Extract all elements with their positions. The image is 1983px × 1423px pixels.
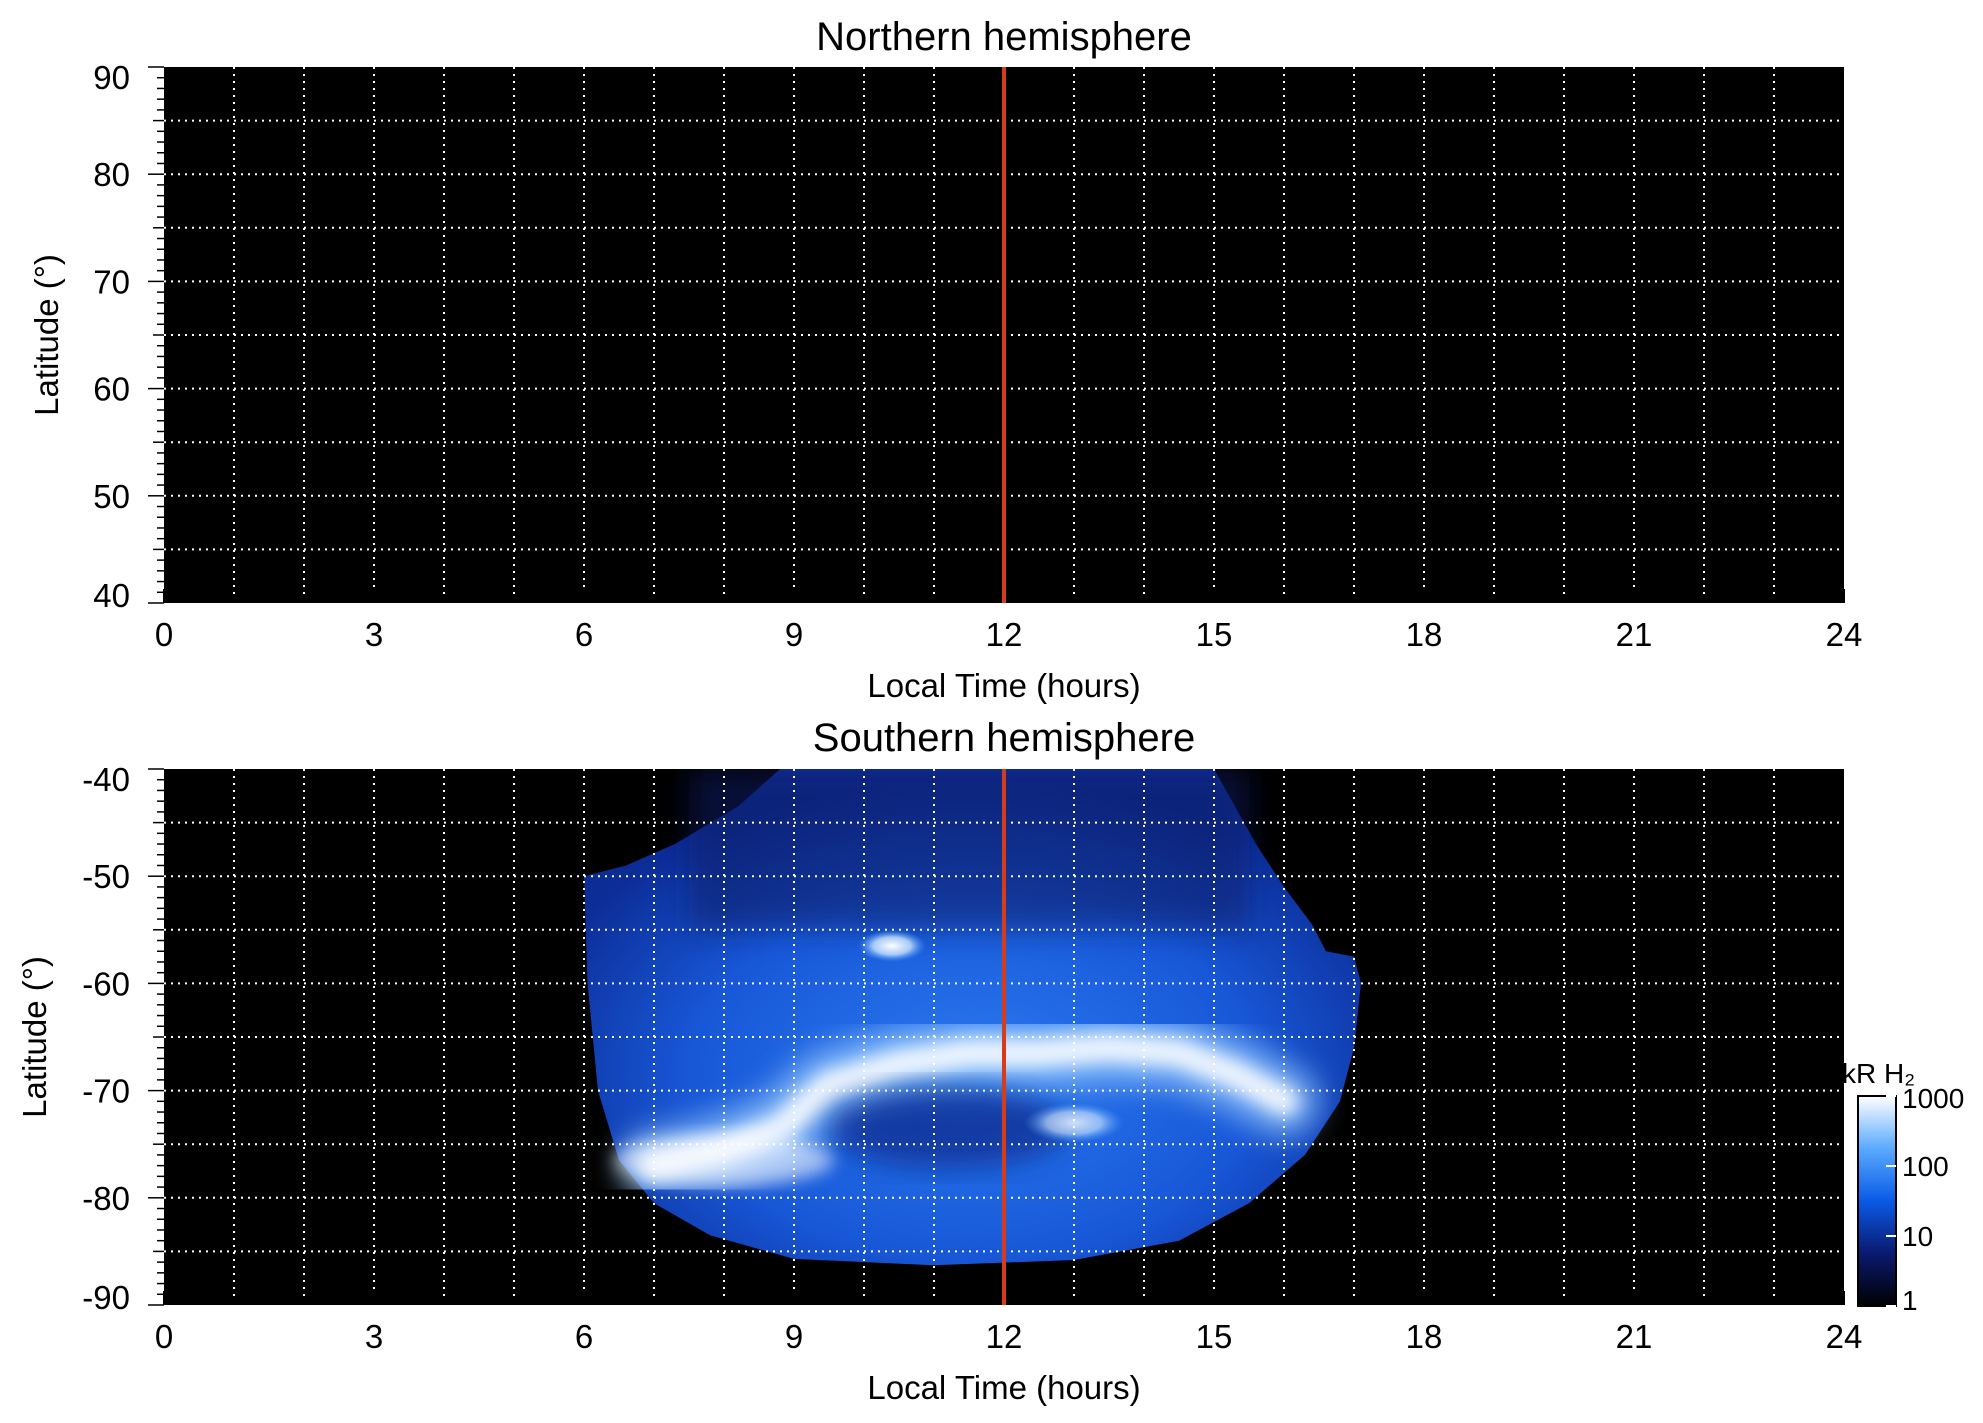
y-tick-label: 50: [93, 478, 130, 515]
y-tick-label: -80: [82, 1180, 130, 1217]
x-tick-label: 0: [155, 1318, 173, 1355]
x-tick-label: 9: [785, 616, 803, 653]
x-tick-label: 6: [575, 1318, 593, 1355]
x-tick-label: 18: [1406, 616, 1443, 653]
x-tick-label: 24: [1826, 616, 1863, 653]
colorbar-tick-label: 1000: [1902, 1083, 1964, 1114]
x-axis-label: Local Time (hours): [867, 1369, 1140, 1406]
x-tick-label: 0: [155, 616, 173, 653]
x-tick-label: 18: [1406, 1318, 1443, 1355]
colorbar-ticks: 1000 100 10 1: [1886, 1083, 1964, 1316]
x-tick-label: 3: [365, 1318, 383, 1355]
axis-minor-ticks: [148, 768, 1845, 1306]
y-tick-label: 40: [93, 577, 130, 614]
x-tick-label: 15: [1196, 616, 1233, 653]
y-axis-ticks: 40 50 60 70 80 90: [93, 59, 130, 614]
y-axis-label: Latitude (°): [28, 254, 65, 416]
colorbar-label: kR H₂: [1842, 1058, 1915, 1089]
axis-minor-ticks: [148, 66, 1845, 604]
inner-bright-spot: [1024, 1102, 1124, 1143]
auroral-emission-map: [584, 769, 1361, 1266]
x-tick-label: 15: [1196, 1318, 1233, 1355]
southern-hemisphere-panel: Southern hemisphere -40 -50 -60 -70 -80 -90 0…: [16, 716, 1862, 1406]
y-tick-label: 70: [93, 263, 130, 300]
x-tick-label: 21: [1616, 1318, 1653, 1355]
y-tick-label: -40: [82, 761, 130, 798]
y-tick-label: -70: [82, 1073, 130, 1110]
x-tick-label: 3: [365, 616, 383, 653]
y-axis-label: Latitude (°): [16, 956, 53, 1118]
x-tick-label: 21: [1616, 616, 1653, 653]
x-tick-label: 24: [1826, 1318, 1863, 1355]
y-tick-label: 80: [93, 156, 130, 193]
colorbar: kR H₂ 1000 100 10 1: [1842, 1058, 1964, 1316]
panel-title: Northern hemisphere: [816, 15, 1192, 59]
x-tick-label: 12: [986, 616, 1023, 653]
x-tick-label: 9: [785, 1318, 803, 1355]
y-tick-label: 90: [93, 59, 130, 96]
x-axis-ticks: 0 3 6 9 12 15 18 21 24: [155, 616, 1863, 653]
y-axis-ticks: -40 -50 -60 -70 -80 -90: [82, 761, 130, 1316]
colorbar-tick-label: 1: [1902, 1285, 1918, 1316]
polar-cap-dim: [828, 1088, 1068, 1169]
colorbar-gradient: [1857, 1095, 1897, 1307]
y-tick-label: 60: [93, 371, 130, 408]
x-tick-label: 6: [575, 616, 593, 653]
northern-hemisphere-panel: Northern hemisphere 40 50 60 70 80 90 0 3 6 9 12 1…: [28, 15, 1862, 704]
y-tick-label: -60: [82, 965, 130, 1002]
y-tick-label: -90: [82, 1279, 130, 1316]
colorbar-tick-label: 10: [1902, 1221, 1933, 1252]
main-oval-core: [640, 1033, 1298, 1180]
emission-dim-region: [689, 769, 1249, 930]
panel-title: Southern hemisphere: [813, 716, 1195, 760]
x-axis-ticks: 0 3 6 9 12 15 18 21 24: [155, 1318, 1863, 1355]
dawn-bright-arc: [614, 1134, 834, 1187]
x-axis-label: Local Time (hours): [867, 667, 1140, 704]
x-tick-label: 12: [986, 1318, 1023, 1355]
bright-spot: [858, 929, 926, 962]
colorbar-tick-label: 100: [1902, 1151, 1949, 1182]
y-tick-label: -50: [82, 858, 130, 895]
